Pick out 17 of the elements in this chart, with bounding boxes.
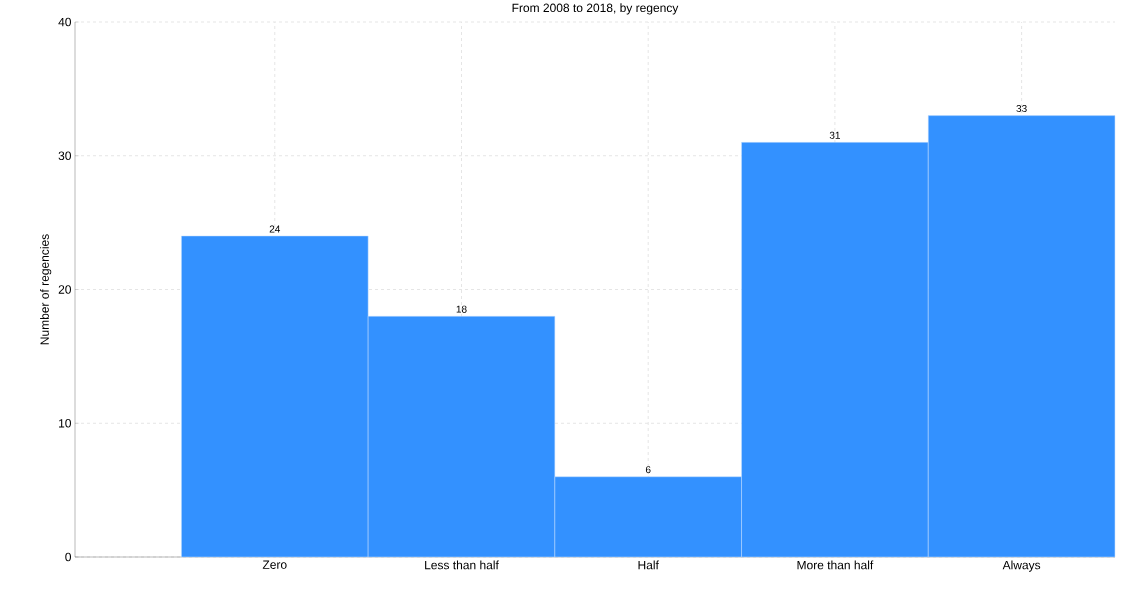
x-tick-label: More than half	[797, 560, 874, 570]
y-axis-title: Number of regencies	[40, 234, 52, 345]
data-label: 31	[829, 131, 840, 139]
y-tick-label: 20	[58, 285, 72, 294]
y-tick-label: 30	[58, 151, 72, 160]
y-tick-label: 0	[65, 552, 72, 562]
data-label: 18	[456, 305, 467, 313]
data-label: 33	[1016, 105, 1027, 113]
data-label: 6	[645, 466, 651, 474]
y-tick-label: 40	[58, 17, 72, 27]
data-label: 24	[269, 225, 281, 233]
chart-title: From 2008 to 2018, by regency	[512, 3, 679, 15]
x-tick-label: Less than half	[425, 560, 499, 570]
x-tick-label: Always	[1002, 560, 1041, 572]
x-tick-label: Zero	[262, 560, 287, 569]
y-tick-label: 10	[59, 419, 72, 428]
x-tick-label: Half	[638, 560, 659, 570]
